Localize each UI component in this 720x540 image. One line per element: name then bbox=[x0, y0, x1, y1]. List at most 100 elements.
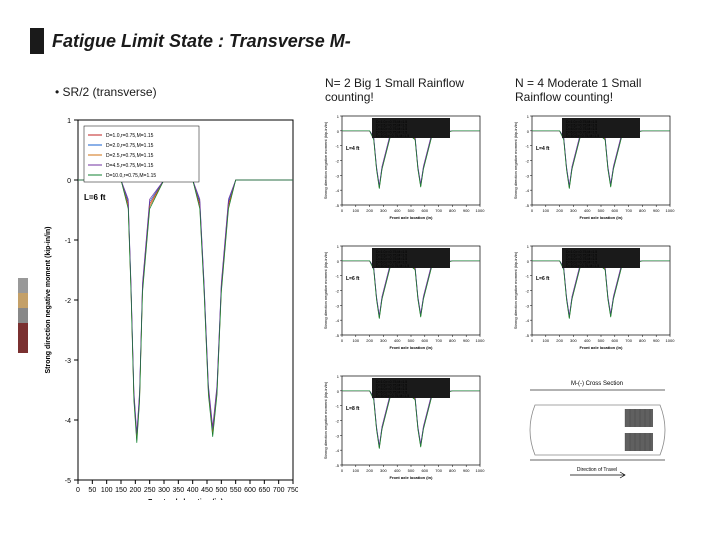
svg-text:-5: -5 bbox=[525, 333, 529, 338]
svg-text:1: 1 bbox=[337, 114, 340, 119]
svg-text:-3: -3 bbox=[65, 358, 71, 365]
svg-text:Front axle location (in): Front axle location (in) bbox=[390, 215, 434, 220]
svg-text:-4: -4 bbox=[335, 188, 339, 193]
svg-text:750: 750 bbox=[287, 487, 298, 494]
svg-text:100: 100 bbox=[542, 338, 549, 343]
svg-text:0: 0 bbox=[527, 129, 530, 134]
svg-text:D=10.0,r=0.75,M=1.5: D=10.0,r=0.75,M=1.5 bbox=[376, 394, 409, 398]
svg-text:-4: -4 bbox=[525, 318, 529, 323]
svg-text:M-(-) Cross Section: M-(-) Cross Section bbox=[571, 381, 623, 387]
svg-text:400: 400 bbox=[584, 208, 591, 213]
title-bar: Fatigue Limit State : Transverse M- bbox=[30, 28, 351, 54]
svg-text:100: 100 bbox=[542, 208, 549, 213]
side-stripe bbox=[18, 278, 28, 293]
svg-text:450: 450 bbox=[201, 487, 213, 494]
svg-text:600: 600 bbox=[244, 487, 256, 494]
svg-text:0: 0 bbox=[527, 259, 530, 264]
small-chart-col3-2: 01002003004005006007008009001000-5-4-3-2… bbox=[510, 240, 675, 355]
side-stripe bbox=[18, 323, 28, 353]
svg-text:900: 900 bbox=[653, 208, 660, 213]
svg-text:1000: 1000 bbox=[666, 338, 675, 343]
svg-text:800: 800 bbox=[639, 208, 646, 213]
svg-text:1000: 1000 bbox=[666, 208, 675, 213]
svg-text:800: 800 bbox=[449, 338, 456, 343]
svg-text:500: 500 bbox=[408, 338, 415, 343]
subtitle-n4: N = 4 Moderate 1 Small Rainflow counting… bbox=[515, 76, 685, 104]
svg-text:350: 350 bbox=[172, 487, 184, 494]
svg-text:700: 700 bbox=[435, 208, 442, 213]
svg-text:-1: -1 bbox=[335, 274, 339, 279]
svg-text:500: 500 bbox=[215, 487, 227, 494]
svg-text:250: 250 bbox=[144, 487, 156, 494]
svg-text:1000: 1000 bbox=[476, 208, 485, 213]
svg-text:600: 600 bbox=[611, 208, 618, 213]
svg-text:200: 200 bbox=[129, 487, 141, 494]
svg-text:1: 1 bbox=[67, 118, 71, 125]
side-stripe bbox=[18, 308, 28, 323]
svg-text:-1: -1 bbox=[525, 144, 529, 149]
subtitle-sr2: • SR/2 (transverse) bbox=[55, 85, 157, 99]
svg-text:-3: -3 bbox=[335, 173, 339, 178]
svg-text:D=1.0,r=0.75,M=1.15: D=1.0,r=0.75,M=1.15 bbox=[106, 133, 154, 139]
svg-text:-2: -2 bbox=[525, 159, 529, 164]
svg-text:200: 200 bbox=[366, 468, 373, 473]
svg-text:300: 300 bbox=[380, 468, 387, 473]
svg-text:-5: -5 bbox=[65, 478, 71, 485]
svg-text:200: 200 bbox=[366, 208, 373, 213]
svg-text:0: 0 bbox=[337, 129, 340, 134]
svg-text:-2: -2 bbox=[335, 419, 339, 424]
svg-text:700: 700 bbox=[625, 338, 632, 343]
svg-text:900: 900 bbox=[653, 338, 660, 343]
svg-text:0: 0 bbox=[341, 208, 344, 213]
svg-text:600: 600 bbox=[421, 468, 428, 473]
svg-text:500: 500 bbox=[408, 208, 415, 213]
svg-text:900: 900 bbox=[463, 468, 470, 473]
svg-text:-2: -2 bbox=[65, 298, 71, 305]
svg-text:L=8 ft: L=8 ft bbox=[346, 406, 360, 412]
svg-text:300: 300 bbox=[158, 487, 170, 494]
svg-text:300: 300 bbox=[570, 208, 577, 213]
svg-text:L=4 ft: L=4 ft bbox=[346, 146, 360, 152]
svg-text:700: 700 bbox=[625, 208, 632, 213]
svg-text:-4: -4 bbox=[525, 188, 529, 193]
small-chart-col2-2: 01002003004005006007008009001000-5-4-3-2… bbox=[320, 240, 485, 355]
svg-text:0: 0 bbox=[337, 389, 340, 394]
svg-text:-2: -2 bbox=[335, 289, 339, 294]
svg-text:650: 650 bbox=[258, 487, 270, 494]
svg-text:-5: -5 bbox=[335, 333, 339, 338]
page-title: Fatigue Limit State : Transverse M- bbox=[52, 31, 351, 52]
svg-text:300: 300 bbox=[380, 208, 387, 213]
svg-text:1000: 1000 bbox=[476, 338, 485, 343]
svg-text:-2: -2 bbox=[335, 159, 339, 164]
svg-text:0: 0 bbox=[341, 468, 344, 473]
svg-text:-2: -2 bbox=[525, 289, 529, 294]
svg-text:D=2.0,r=0.75,M=1.15: D=2.0,r=0.75,M=1.15 bbox=[106, 143, 154, 149]
side-stripe bbox=[18, 293, 28, 308]
svg-text:50: 50 bbox=[88, 487, 96, 494]
svg-text:Strong direction negative mome: Strong direction negative moment (kip-in… bbox=[323, 121, 328, 199]
svg-text:500: 500 bbox=[598, 338, 605, 343]
svg-text:400: 400 bbox=[584, 338, 591, 343]
svg-text:L=4 ft: L=4 ft bbox=[536, 146, 550, 152]
svg-text:D=10.0,r=0.75,M=1.5: D=10.0,r=0.75,M=1.5 bbox=[376, 134, 409, 138]
svg-text:100: 100 bbox=[352, 338, 359, 343]
svg-text:Strong direction negative mome: Strong direction negative moment (kip-in… bbox=[513, 251, 518, 329]
svg-text:-5: -5 bbox=[335, 203, 339, 208]
svg-text:-4: -4 bbox=[335, 448, 339, 453]
svg-text:D=10.0,r=0.75,M=1.5: D=10.0,r=0.75,M=1.5 bbox=[566, 134, 599, 138]
svg-text:Strong direction negative mome: Strong direction negative moment (kip-in… bbox=[323, 381, 328, 459]
svg-text:-3: -3 bbox=[335, 433, 339, 438]
svg-text:-5: -5 bbox=[335, 463, 339, 468]
svg-text:400: 400 bbox=[187, 487, 199, 494]
svg-text:700: 700 bbox=[435, 468, 442, 473]
svg-text:500: 500 bbox=[408, 468, 415, 473]
svg-text:600: 600 bbox=[611, 338, 618, 343]
svg-text:0: 0 bbox=[76, 487, 80, 494]
svg-text:Front axle location (in): Front axle location (in) bbox=[580, 345, 624, 350]
svg-text:Front axle location (in): Front axle location (in) bbox=[390, 475, 434, 480]
svg-text:-1: -1 bbox=[335, 144, 339, 149]
svg-text:200: 200 bbox=[366, 338, 373, 343]
svg-text:Strong direction negative mome: Strong direction negative moment (kip-in… bbox=[323, 251, 328, 329]
svg-text:700: 700 bbox=[435, 338, 442, 343]
svg-text:-3: -3 bbox=[335, 303, 339, 308]
